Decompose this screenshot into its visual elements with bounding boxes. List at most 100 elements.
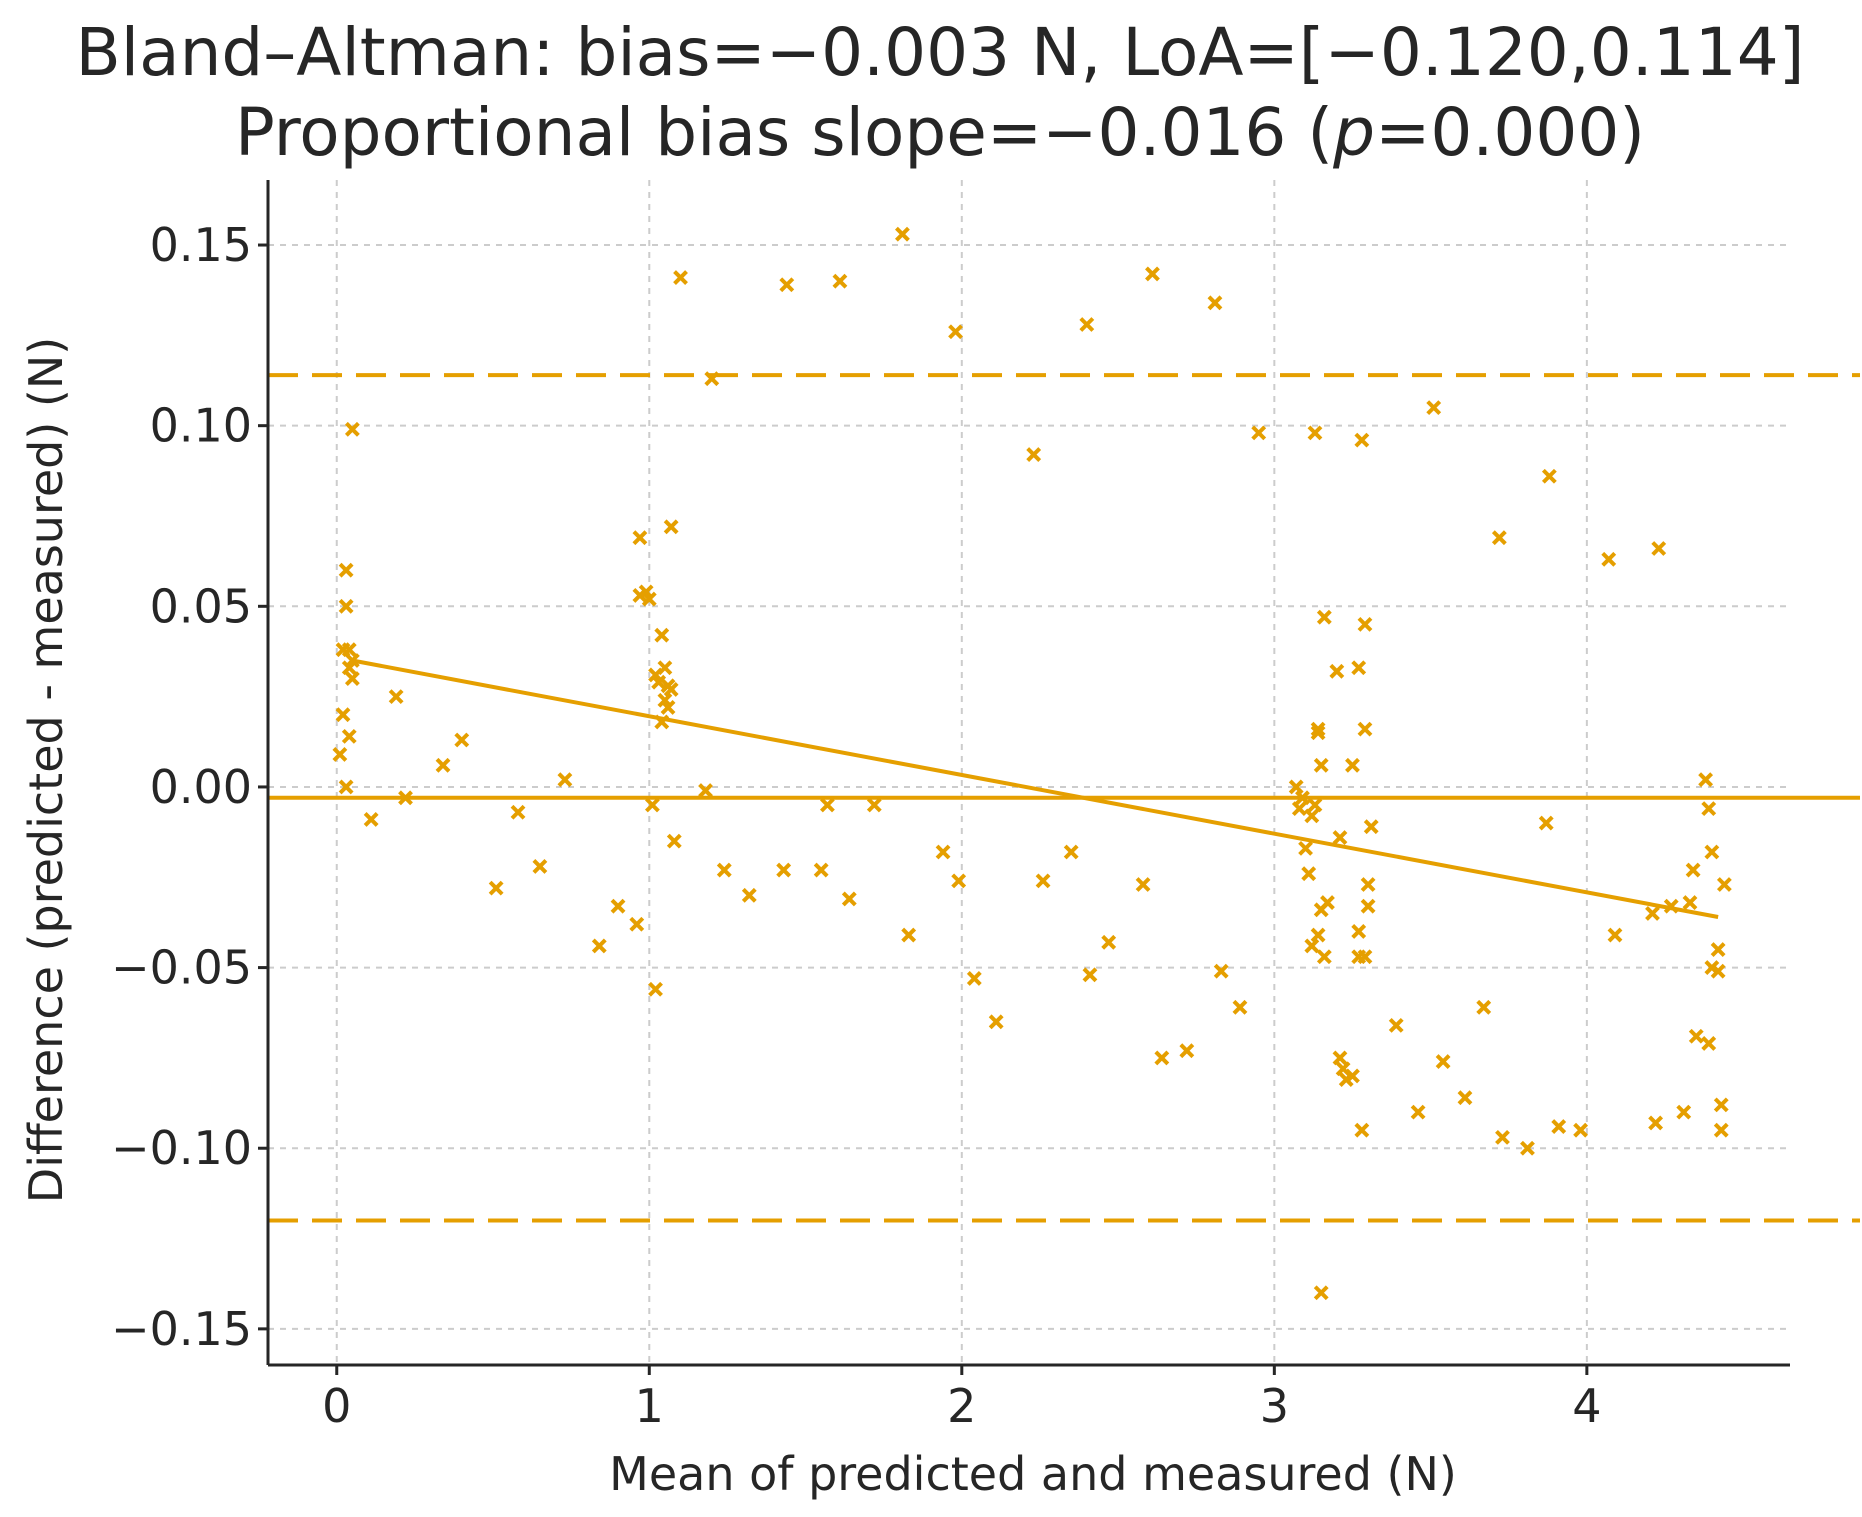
data-point: [1301, 866, 1317, 882]
data-point: [779, 277, 795, 293]
title-line2-prefix: Proportional bias slope=−0.016 (: [235, 94, 1333, 171]
data-point: [901, 927, 917, 943]
chart-title-line2: Proportional bias slope=−0.016 (p=0.000): [235, 94, 1645, 171]
data-point: [1713, 1122, 1729, 1138]
data-point: [704, 371, 720, 387]
data-point: [1682, 895, 1698, 910]
data-point: [398, 790, 413, 806]
data-point: [1351, 660, 1367, 676]
data-point: [435, 757, 451, 773]
data-point: [1685, 862, 1701, 878]
data-point: [1316, 609, 1332, 625]
x-axis-label: Mean of predicted and measured (N): [609, 1447, 1457, 1501]
data-point: [338, 562, 354, 578]
data-point: [610, 898, 626, 914]
data-point: [663, 681, 679, 697]
data-point: [1035, 873, 1051, 889]
data-point: [1310, 721, 1326, 737]
data-point: [1435, 1054, 1451, 1069]
data-point: [1232, 999, 1248, 1015]
data-point: [698, 783, 713, 798]
data-point: [644, 797, 660, 813]
data-point: [1426, 400, 1442, 416]
data-point: [488, 880, 504, 896]
data-point: [657, 660, 673, 676]
data-point: [344, 671, 360, 686]
data-point: [1307, 425, 1323, 441]
data-point: [1363, 819, 1379, 835]
y-tick-label: 0.05: [150, 579, 252, 633]
regression-line: [352, 658, 1719, 919]
data-point: [648, 981, 663, 997]
data-point: [1145, 266, 1160, 282]
data-point: [1288, 779, 1304, 795]
data-point: [1601, 551, 1617, 567]
data-point: [335, 707, 351, 723]
data-point: [1026, 447, 1042, 462]
data-point: [1701, 801, 1717, 817]
data-point: [629, 916, 645, 932]
y-ticks: −0.15 −0.10 −0.05 0.00 0.05 0.10 0.15: [111, 218, 268, 1356]
data-point: [841, 891, 857, 907]
data-point: [1213, 963, 1229, 979]
data-points: [332, 226, 1732, 1301]
data-point: [1410, 1104, 1426, 1120]
data-point: [1307, 797, 1323, 813]
data-point: [1713, 1097, 1729, 1113]
data-point: [1701, 1036, 1717, 1051]
data-point: [1357, 721, 1373, 737]
data-point: [332, 747, 348, 762]
y-tick-label: −0.05: [111, 941, 252, 995]
data-point: [1388, 1017, 1404, 1033]
data-point: [1082, 967, 1098, 983]
data-point: [557, 772, 573, 788]
chart-title-line1: Bland–Altman: bias=−0.003 N, LoA=[−0.120…: [76, 14, 1805, 91]
data-point: [363, 812, 379, 827]
data-point: [1251, 425, 1267, 441]
data-point: [591, 938, 607, 954]
data-point: [1313, 757, 1329, 773]
data-point: [1607, 927, 1623, 943]
data-point: [1354, 432, 1370, 448]
data-point: [344, 421, 360, 437]
data-point: [1179, 1043, 1195, 1059]
y-tick-label: 0.10: [150, 399, 252, 453]
x-tick-label: 2: [947, 1379, 976, 1433]
data-point: [1079, 317, 1095, 332]
data-point: [1207, 295, 1223, 311]
data-point: [388, 689, 404, 705]
data-point: [1345, 1068, 1360, 1084]
data-point: [741, 887, 757, 903]
data-point: [454, 732, 470, 748]
data-point: [1357, 949, 1373, 965]
data-point: [341, 728, 357, 744]
data-point: [1520, 1140, 1535, 1156]
data-point: [673, 270, 688, 285]
data-point: [1063, 844, 1079, 860]
data-point: [1310, 725, 1326, 741]
data-point: [776, 862, 792, 878]
x-tick-label: 1: [635, 1379, 664, 1433]
data-point: [951, 873, 967, 889]
data-point: [1676, 1104, 1692, 1120]
data-point: [1357, 616, 1373, 632]
data-point: [1295, 790, 1310, 806]
data-point: [1716, 877, 1732, 892]
data-point: [1573, 1122, 1589, 1138]
data-point: [1710, 942, 1726, 957]
regression-line-group: [352, 658, 1719, 919]
x-tick-label: 0: [322, 1379, 351, 1433]
data-point: [1495, 1129, 1510, 1145]
data-point: [1360, 898, 1376, 914]
data-point: [1291, 801, 1307, 817]
data-point: [866, 797, 882, 813]
data-point: [1710, 963, 1726, 979]
data-point: [1491, 530, 1507, 546]
data-point: [1345, 757, 1360, 773]
data-point: [532, 859, 548, 874]
data-point: [1332, 1050, 1348, 1066]
data-point: [1332, 830, 1348, 845]
data-point: [935, 844, 951, 860]
data-point: [1310, 927, 1326, 943]
